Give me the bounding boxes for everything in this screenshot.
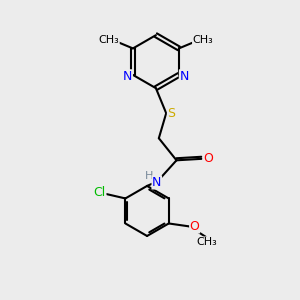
Text: O: O (203, 152, 213, 165)
Text: O: O (190, 220, 200, 233)
Text: CH₃: CH₃ (196, 237, 218, 247)
Text: N: N (152, 176, 161, 189)
Text: Cl: Cl (94, 186, 106, 199)
Text: CH₃: CH₃ (193, 34, 213, 45)
Text: H: H (145, 171, 153, 181)
Text: S: S (167, 107, 175, 120)
Text: N: N (179, 70, 189, 83)
Text: N: N (123, 70, 132, 83)
Text: CH₃: CH₃ (98, 34, 119, 45)
